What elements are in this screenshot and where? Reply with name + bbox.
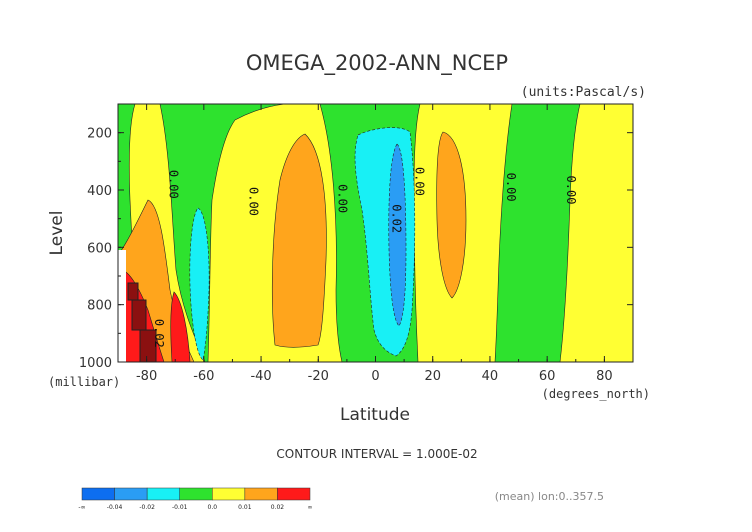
region-yellow-nh2 — [559, 104, 633, 362]
legend-label: 0.02 — [271, 504, 285, 511]
x-tick-label: 80 — [596, 369, 613, 384]
y-tick-label: 800 — [87, 299, 112, 314]
legend-label: ∞ — [308, 504, 313, 511]
legend-label: 0.01 — [238, 504, 252, 511]
x-tick-label: 60 — [539, 369, 556, 384]
legend-label: 0.0 — [208, 504, 218, 511]
legend-swatch — [114, 487, 148, 501]
y-tick-label: 1000 — [79, 356, 112, 371]
x-tick-label: -40 — [250, 369, 271, 384]
y-tick-label: 200 — [87, 127, 112, 142]
legend-swatch — [179, 487, 213, 501]
x-tick-label: -60 — [193, 369, 214, 384]
legend-swatch — [146, 487, 180, 501]
contour-labels: 0.00 0.00 0.00 0.02 0.00 0.00 0.00 0.02 — [152, 167, 578, 348]
x-tick-label: 40 — [482, 369, 499, 384]
contour-label: 0.00 — [504, 173, 518, 202]
contour-label: 0.02 — [152, 319, 166, 348]
mean-note: (mean) lon:0..357.5 — [495, 490, 604, 503]
x-tick-label: 20 — [424, 369, 441, 384]
legend-swatch — [212, 487, 246, 501]
y-axis-label: Level — [47, 211, 67, 256]
legend-label: -0.04 — [107, 504, 123, 511]
region-orange-sh — [271, 133, 327, 348]
y-tick-label: 600 — [87, 241, 112, 256]
contour-label: 0.00 — [413, 167, 427, 196]
legend-swatch — [81, 487, 115, 501]
contour-label: 0.02 — [390, 204, 404, 233]
missing-data — [118, 250, 126, 362]
contour-label: 0.00 — [564, 176, 578, 205]
y-tick-label: 400 — [87, 184, 112, 199]
y-axis: 200 400 600 800 1000 — [79, 103, 633, 371]
x-tick-label: -20 — [308, 369, 329, 384]
contour-label: 0.00 — [167, 170, 181, 199]
x-axis-label: Latitude — [340, 405, 410, 425]
legend-swatch — [244, 487, 278, 501]
legend-label: -∞ — [78, 504, 85, 511]
plot-area — [118, 104, 633, 362]
color-legend: -∞ -0.04 -0.02 -0.01 0.0 0.01 0.02 ∞ — [78, 487, 313, 511]
contour-label: 0.00 — [335, 184, 349, 213]
y-axis-unit: (millibar) — [48, 375, 120, 389]
x-tick-label: 0 — [371, 369, 379, 384]
legend-swatch — [277, 487, 311, 501]
region-blue-eq — [388, 143, 407, 327]
x-tick-label: -80 — [136, 369, 157, 384]
units-label: (units:Pascal/s) — [521, 85, 646, 100]
x-axis: -80 -60 -40 -20 0 20 40 60 80 — [117, 104, 634, 384]
legend-label: -0.02 — [139, 504, 155, 511]
contour-label: 0.00 — [247, 187, 261, 216]
region-red-2 — [170, 291, 191, 362]
legend-label: -0.01 — [172, 504, 188, 511]
region-orange-nh — [436, 131, 467, 299]
hatched-topography — [127, 282, 157, 362]
contour-interval: CONTOUR INTERVAL = 1.000E-02 — [276, 447, 477, 461]
region-cyan-sh — [189, 207, 210, 361]
chart-title: OMEGA_2002-ANN_NCEP — [246, 51, 508, 76]
x-axis-unit: (degrees_north) — [542, 387, 650, 401]
